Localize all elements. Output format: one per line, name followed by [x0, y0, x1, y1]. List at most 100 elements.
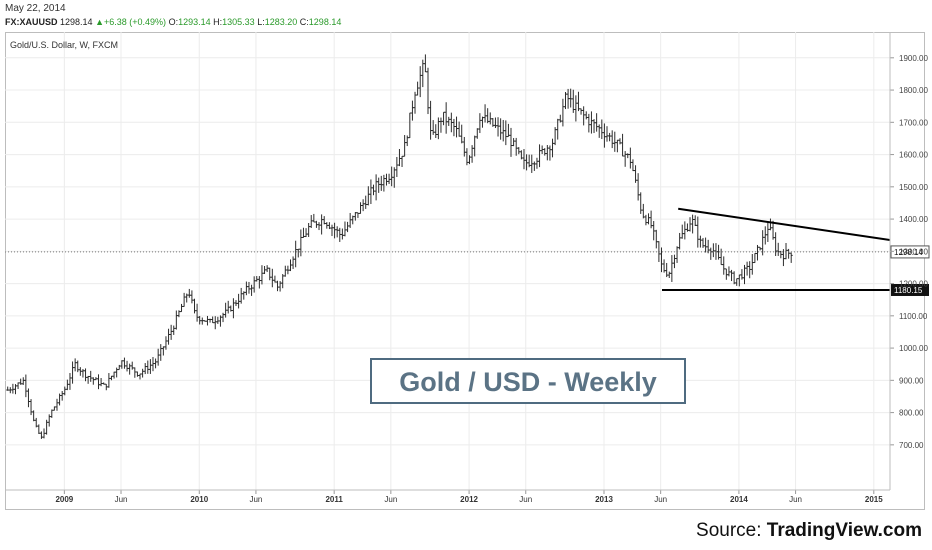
ohlc-bar	[26, 388, 30, 408]
ohlc-bar	[330, 224, 334, 237]
ohlc-bar	[592, 119, 596, 134]
ohlc-bar	[169, 324, 173, 340]
close-label: C:	[299, 17, 309, 27]
ohlc-bar	[16, 382, 20, 390]
ohlc-bar	[667, 271, 671, 279]
ohlc-bar	[486, 108, 490, 124]
y-tick-label: 1000.00	[899, 344, 928, 353]
current-price-tag	[890, 245, 930, 259]
current-price-label: 1298.14	[894, 248, 923, 257]
ohlc-bar	[270, 268, 274, 288]
ohlc-bar	[610, 130, 614, 149]
ohlc-bar	[288, 259, 292, 272]
ohlc-bar	[465, 148, 469, 166]
ohlc-bar	[250, 284, 254, 296]
ohlc-bar	[218, 315, 222, 327]
ohlc-bar	[182, 292, 186, 307]
ohlc-bar	[322, 216, 326, 225]
ohlc-bar	[509, 127, 513, 157]
ohlc-bar	[268, 267, 272, 281]
ohlc-bar	[190, 290, 194, 304]
ohlc-bar	[452, 118, 456, 137]
ohlc-bar	[122, 357, 126, 369]
ohlc-bar	[13, 384, 17, 395]
y-tick-label: 1900.00	[899, 54, 928, 63]
ohlc-bar	[400, 155, 404, 168]
ohlc-bar	[545, 144, 549, 161]
axes: 700.00800.00900.001000.001100.001200.001…	[5, 32, 928, 504]
ohlc-bar	[229, 305, 233, 312]
ohlc-bar	[221, 312, 225, 323]
ohlc-bar	[231, 298, 235, 319]
ohlc-bar	[439, 117, 443, 133]
ohlc-bar	[172, 325, 176, 335]
ohlc-bar	[405, 135, 409, 147]
ohlc-bar	[356, 212, 360, 218]
ohlc-bar	[691, 214, 695, 234]
ohlc-bar	[167, 328, 171, 345]
ohlc-bar	[37, 424, 41, 435]
source-prefix: Source:	[696, 520, 767, 541]
ohlc-bar	[346, 221, 350, 233]
ohlc-bar	[97, 374, 101, 390]
ohlc-bar	[662, 259, 666, 273]
source-brand: TradingView.com	[766, 520, 922, 541]
ohlc-bar	[296, 248, 300, 258]
ohlc-bar	[436, 117, 440, 140]
ohlc-bar	[628, 147, 632, 169]
ohlc-bar	[522, 148, 526, 170]
ohlc-bar	[685, 223, 689, 232]
ohlc-bar	[421, 59, 425, 88]
ohlc-bar	[364, 195, 368, 209]
ohlc-bar	[294, 240, 298, 268]
ohlc-bar	[11, 383, 15, 394]
ohlc-bar	[198, 315, 202, 325]
ohlc-bar	[517, 147, 521, 155]
ohlc-bar	[576, 91, 580, 112]
ohlc-bar	[416, 81, 420, 96]
ohlc-bar	[314, 220, 318, 228]
ohlc-bar	[680, 224, 684, 239]
ohlc-bar	[618, 138, 622, 145]
ohlc-bar	[434, 124, 438, 139]
ohlc-bar	[211, 316, 215, 324]
ohlc-bar	[320, 214, 324, 235]
x-tick-label: 2011	[325, 495, 343, 504]
ohlc-bar	[566, 88, 570, 109]
ohlc-bar	[558, 114, 562, 123]
chart-frame	[5, 32, 925, 510]
ohlc-bar	[387, 173, 391, 185]
support-price-tag	[891, 283, 929, 296]
ohlc-bar	[359, 202, 363, 214]
ohlc-bar	[205, 315, 209, 326]
ohlc-bar	[735, 278, 739, 286]
x-tick-label: 2015	[865, 495, 883, 504]
x-tick-label: Jun	[519, 495, 532, 504]
ohlc-bar	[200, 317, 204, 325]
ohlc-bar	[423, 54, 427, 73]
ohlc-bar	[6, 386, 10, 391]
open-value: 1293.14	[178, 17, 211, 27]
ohlc-bar	[447, 116, 451, 126]
ohlc-bar	[156, 348, 160, 366]
close-value: 1298.14	[308, 17, 342, 27]
ohlc-bar	[265, 265, 269, 273]
y-tick-label: 800.00	[899, 409, 924, 418]
ohlc-bar	[115, 367, 119, 378]
chart-date: May 22, 2014	[5, 3, 66, 14]
ohlc-bar	[263, 266, 267, 274]
ohlc-bar	[174, 310, 178, 330]
ohlc-bar	[283, 265, 287, 277]
overlay-title: Gold / USD - Weekly	[399, 367, 657, 397]
ohlc-bar	[532, 161, 536, 171]
ohlc-bar	[91, 377, 95, 385]
ohlc-bar	[597, 124, 601, 138]
chart-legend: Gold/U.S. Dollar, W, FXCM	[10, 40, 118, 50]
ohlc-bar	[608, 132, 612, 142]
x-tick-label: Jun	[249, 495, 262, 504]
ohlc-bar	[410, 100, 414, 121]
ohlc-bar	[291, 256, 295, 269]
ohlc-bar	[104, 383, 108, 391]
ohlc-bar	[32, 410, 36, 422]
